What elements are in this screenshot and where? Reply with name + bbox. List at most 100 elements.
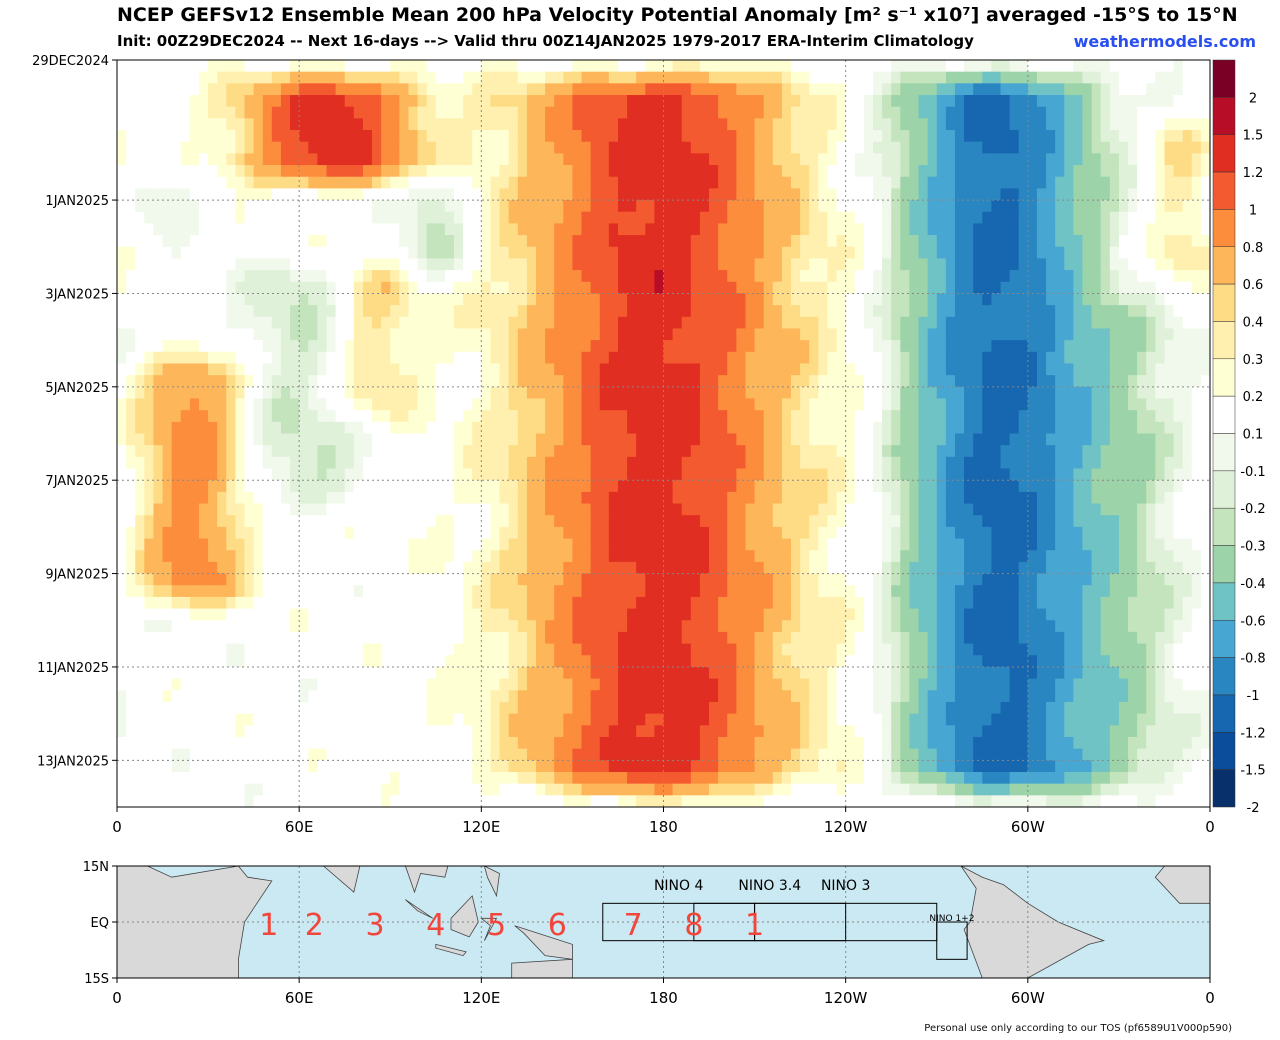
heat-cell <box>144 60 155 73</box>
heat-cell <box>126 445 136 458</box>
heat-cell <box>1182 515 1193 528</box>
heat-cell <box>135 60 145 73</box>
heat-cell <box>353 223 364 236</box>
heat-cell <box>1137 235 1147 248</box>
heat-cell <box>563 281 574 295</box>
heat-cell <box>344 141 355 154</box>
heat-cell <box>1027 526 1038 540</box>
heat-cell <box>399 398 410 411</box>
heat-cell <box>572 200 583 213</box>
heat-cell <box>280 60 291 73</box>
heat-cell <box>964 468 974 481</box>
heat-cell <box>882 445 892 458</box>
heat-cell <box>1046 188 1056 201</box>
heat-cell <box>280 246 291 260</box>
heat-cell <box>126 340 136 353</box>
heat-cell <box>1000 328 1011 341</box>
heat-cell <box>809 211 819 224</box>
heat-cell <box>1018 456 1029 470</box>
heat-cell <box>827 468 838 481</box>
heat-cell <box>526 410 537 423</box>
heat-cell <box>1064 375 1074 388</box>
heat-cell <box>499 410 510 423</box>
heat-cell <box>517 316 528 330</box>
heat-cell <box>444 60 455 73</box>
heat-cell <box>699 351 710 365</box>
heat-cell <box>135 410 145 423</box>
heat-cell <box>1046 281 1056 295</box>
heat-cell <box>872 118 883 131</box>
heat-cell <box>872 456 883 470</box>
heat-cell <box>135 386 145 400</box>
heat-cell <box>362 421 373 435</box>
heat-cell <box>982 445 992 458</box>
heat-cell <box>481 71 492 84</box>
heat-cell <box>381 375 391 388</box>
heat-cell <box>654 363 665 376</box>
heat-cell <box>709 526 719 540</box>
heat-cell <box>909 95 920 108</box>
heat-cell <box>135 421 145 435</box>
heat-cell <box>326 421 337 435</box>
heat-cell <box>144 538 155 551</box>
heat-cell <box>362 386 373 400</box>
heat-cell <box>362 398 373 411</box>
heat-cell <box>499 328 510 341</box>
heat-cell <box>982 106 992 119</box>
heat-cell <box>444 410 455 423</box>
heat-cell <box>344 398 355 411</box>
heat-cell <box>1064 130 1074 143</box>
heat-cell <box>800 281 810 295</box>
heat-cell <box>481 305 492 318</box>
heat-cell <box>809 223 819 236</box>
heat-cell <box>800 60 810 73</box>
brand-link[interactable]: weathermodels.com <box>1073 32 1256 51</box>
heat-cell <box>599 130 610 143</box>
heat-cell <box>1091 246 1102 260</box>
heat-cell <box>417 305 428 318</box>
heat-cell <box>1100 95 1111 108</box>
heat-cell <box>818 456 829 470</box>
heat-cell <box>171 305 182 318</box>
heat-cell <box>636 60 646 73</box>
heat-cell <box>581 165 592 178</box>
heat-cell <box>863 118 874 131</box>
heat-cell <box>900 141 911 154</box>
heat-cell <box>399 433 410 446</box>
heat-cell <box>180 398 191 411</box>
heat-cell <box>117 316 127 330</box>
heat-cell <box>809 410 819 423</box>
heat-cell <box>617 515 628 528</box>
heat-cell <box>1009 456 1020 470</box>
heat-cell <box>654 118 665 131</box>
heat-cell <box>1055 246 1065 260</box>
heat-cell <box>781 386 792 400</box>
heat-cell <box>1100 515 1111 528</box>
heat-cell <box>235 60 246 73</box>
heat-cell <box>745 340 756 353</box>
heat-cell <box>372 200 382 213</box>
heat-cell <box>827 223 838 236</box>
heat-cell <box>1046 351 1056 365</box>
heat-cell <box>599 456 610 470</box>
heat-cell <box>117 538 127 551</box>
heat-cell <box>882 188 892 201</box>
heat-cell <box>545 503 555 516</box>
heat-cell <box>1109 95 1120 108</box>
heat-cell <box>608 118 619 131</box>
heat-cell <box>973 375 983 388</box>
heat-cell <box>1027 165 1038 178</box>
heat-cell <box>262 246 273 260</box>
heat-cell <box>572 270 583 283</box>
heat-cell <box>280 491 291 505</box>
heat-cell <box>599 165 610 178</box>
heat-cell <box>1027 480 1038 493</box>
heat-cell <box>636 305 646 318</box>
heat-cell <box>508 526 519 540</box>
heat-cell <box>818 445 829 458</box>
heat-cell <box>699 258 710 271</box>
heat-cell <box>1128 153 1138 166</box>
heat-cell <box>481 410 492 423</box>
heat-cell <box>372 468 382 481</box>
heat-cell <box>253 526 264 540</box>
